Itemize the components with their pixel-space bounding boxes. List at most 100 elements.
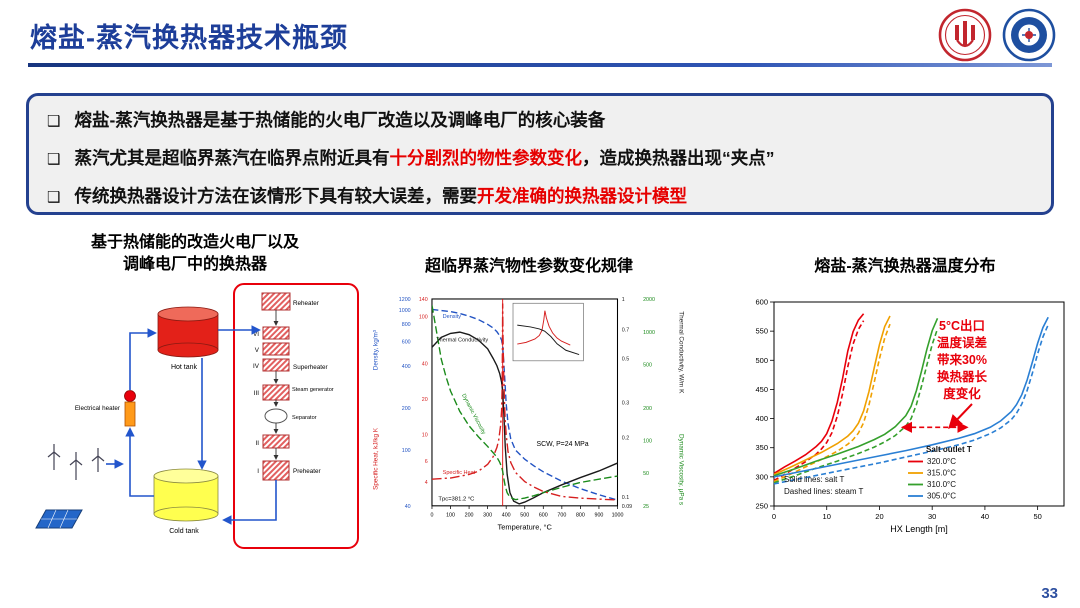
separator-label: Separator [292,415,317,421]
svg-text:1000: 1000 [612,512,624,518]
svg-text:800: 800 [402,322,411,328]
svg-text:10: 10 [823,512,831,521]
svg-text:Specific Heat, kJ/kg K: Specific Heat, kJ/kg K [373,427,380,490]
svg-text:0: 0 [772,512,776,521]
svg-text:Solid lines: salt T: Solid lines: salt T [784,475,844,484]
steam-generator-box [262,384,290,401]
logo-group [938,8,1056,62]
pipes [106,325,277,525]
svg-text:600: 600 [539,512,548,518]
svg-text:1000: 1000 [643,330,655,336]
svg-text:10: 10 [422,433,428,439]
svg-text:400: 400 [402,364,411,370]
bullet-text: ，造成换热器出现“夹点” [581,148,775,168]
svg-text:320.0°C: 320.0°C [927,457,956,466]
wind-turbines-icon [47,444,105,480]
hust-logo [1002,8,1056,62]
bullet-square-icon: ❑ [47,113,61,130]
svg-text:100: 100 [643,439,652,445]
svg-text:600: 600 [755,298,768,307]
temperature-distribution-chart: 0 10 20 30 40 50 250 300 350 400 450 500 550 600 HX Le… [755,298,1065,534]
plant-diagram: Reheater VI V IV Superheater III Steam g… [35,283,359,549]
properties-chart: 0 100 200 300 400 500 600 700 800 900 1000 Temperat… [373,297,685,531]
svg-text:40: 40 [981,512,989,521]
svg-text:Thermal Conductivity, W/m K: Thermal Conductivity, W/m K [677,311,684,394]
svg-text:1000: 1000 [399,308,411,314]
pku-logo [938,8,992,62]
svg-text:100: 100 [446,512,455,518]
svg-text:Dynamic Viscosity, μPa s: Dynamic Viscosity, μPa s [677,434,684,505]
svg-text:40: 40 [422,361,428,367]
svg-text:800: 800 [576,512,585,518]
svg-text:315.0°C: 315.0°C [927,469,956,478]
svg-text:换热器长: 换热器长 [937,369,988,384]
svg-text:305.0°C: 305.0°C [927,492,956,501]
svg-text:500: 500 [520,512,529,518]
svg-text:500: 500 [643,363,652,369]
svg-text:0: 0 [430,512,433,518]
bullet-text: 十分剧烈的物性参数变化 [389,148,582,168]
stage-v-box [262,342,290,356]
svg-text:Density: Density [443,314,462,320]
svg-text:100: 100 [402,448,411,454]
preheater-box [262,460,290,481]
svg-text:6: 6 [425,459,428,465]
svg-text:Dashed lines: steam T: Dashed lines: steam T [784,487,864,496]
svg-text:100: 100 [419,314,428,320]
svg-text:25: 25 [643,504,649,510]
stage-v-label: V [255,347,260,354]
svg-text:度变化: 度变化 [943,386,981,401]
bullet-square-icon: ❑ [47,189,61,206]
svg-text:300: 300 [483,512,492,518]
svg-text:Temperature, °C: Temperature, °C [498,522,553,531]
bullet-item: ❑ 熔盐-蒸汽换热器是基于热储能的火电厂改造以及调峰电厂的核心装备 [47,102,1033,140]
svg-text:250: 250 [755,502,768,511]
svg-text:30: 30 [928,512,936,521]
stage-iv-label: IV [253,363,260,370]
svg-text:350: 350 [755,443,768,452]
fig1-caption-line2: 调峰电厂中的换热器 [122,256,267,273]
bullet-text: 熔盐-蒸汽换热器是基于热储能的火电厂改造以及调峰电厂的核心装备 [74,110,606,130]
svg-text:200: 200 [402,406,411,412]
stage-iii-label: III [254,390,259,397]
electrical-heater-label: Electrical heater [75,405,120,412]
svg-text:50: 50 [643,471,649,477]
svg-text:400: 400 [502,512,511,518]
svg-text:20: 20 [875,512,883,521]
stage-ii-box [262,434,290,449]
svg-text:40: 40 [405,504,411,510]
superheater-label: Superheater [293,364,328,371]
fig2-caption: 超临界蒸汽物性参数变化规律 [424,258,633,275]
svg-text:HX Length [m]: HX Length [m] [890,524,948,534]
bullet-item: ❑ 传统换热器设计方法在该情形下具有较大误差，需要开发准确的换热器设计模型 [47,178,1033,216]
stage-vi-label: VI [253,331,259,338]
fig1-caption-line1: 基于热储能的改造火电厂以及 [90,234,299,251]
svg-text:550: 550 [755,327,768,336]
electrical-heater-body [124,401,136,427]
bullet-text: 传统换热器设计方法在该情形下具有较大误差，需要 [74,186,477,206]
svg-text:600: 600 [402,339,411,345]
svg-text:0.1: 0.1 [622,495,629,501]
svg-text:0.7: 0.7 [622,328,629,334]
svg-text:Density, kg/m³: Density, kg/m³ [373,330,380,370]
hot-tank-label: Hot tank [171,364,198,371]
cold-tank-label: Cold tank [169,528,199,535]
svg-text:Salt outlet T: Salt outlet T [926,445,972,454]
svg-text:200: 200 [643,406,652,412]
reheater-label: Reheater [293,300,319,307]
page-number: 33 [1041,585,1058,602]
svg-text:500: 500 [755,356,768,365]
svg-text:450: 450 [755,385,768,394]
svg-text:310.0°C: 310.0°C [927,480,956,489]
page-title: 熔盐-蒸汽换热器技术瓶颈 [30,23,348,53]
svg-text:0.3: 0.3 [622,401,629,407]
svg-text:5°C出口: 5°C出口 [939,318,985,333]
stage-i-label: I [257,468,259,475]
svg-text:400: 400 [755,414,768,423]
svg-text:温度误差: 温度误差 [937,335,987,350]
stage-ii-label: II [256,440,260,447]
svg-text:Dynamic Viscosity: Dynamic Viscosity [460,393,486,436]
separator-drum [264,408,288,424]
svg-text:50: 50 [1033,512,1041,521]
preheater-label: Preheater [293,468,321,475]
